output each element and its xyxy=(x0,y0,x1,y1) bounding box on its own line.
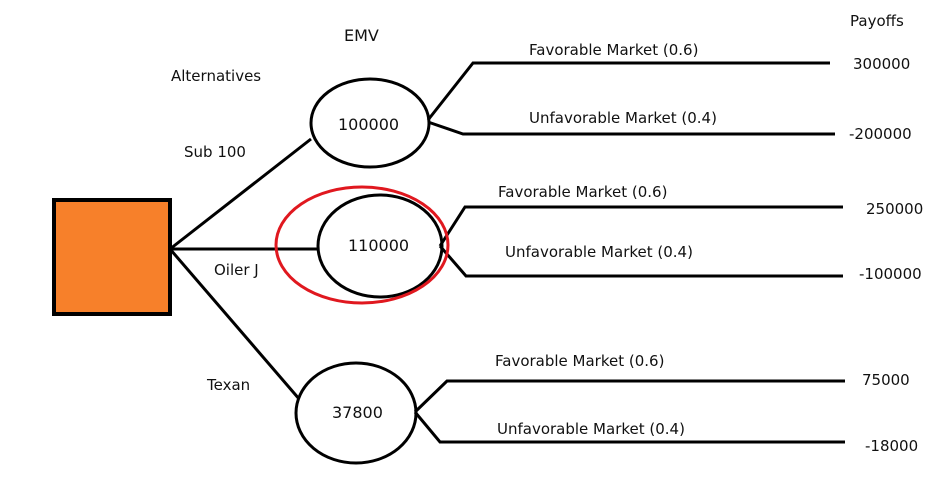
outcome-line-oiler-j-favorable xyxy=(438,205,843,247)
payoff-sub-100-favorable: 300000 xyxy=(853,55,911,73)
outcome-label-sub-100-unfavorable: Unfavorable Market (0.4) xyxy=(529,109,717,127)
payoff-oiler-j-favorable: 250000 xyxy=(866,200,924,218)
outcome-line-texan-unfavorable xyxy=(413,411,845,444)
branch-line-texan xyxy=(168,248,302,401)
outcome-label-texan-unfavorable: Unfavorable Market (0.4) xyxy=(497,420,685,438)
outcome-line-sub-100-favorable xyxy=(426,61,830,121)
emv-header: EMV xyxy=(344,26,379,45)
payoff-texan-unfavorable: -18000 xyxy=(865,437,919,455)
emv-value-sub-100: 100000 xyxy=(338,115,400,134)
outcome-line-texan-favorable xyxy=(413,379,845,414)
payoff-oiler-j-unfavorable: -100000 xyxy=(859,265,922,283)
payoff-sub-100-unfavorable: -200000 xyxy=(849,125,912,143)
outcome-label-oiler-j-unfavorable: Unfavorable Market (0.4) xyxy=(505,243,693,261)
decision-node xyxy=(52,198,172,316)
alternative-label-oiler-j: Oiler J xyxy=(214,261,259,279)
outcome-line-oiler-j-unfavorable xyxy=(438,245,843,278)
emv-value-texan: 37800 xyxy=(332,403,383,422)
outcome-label-texan-favorable: Favorable Market (0.6) xyxy=(495,352,665,370)
alternative-label-sub-100: Sub 100 xyxy=(184,143,246,161)
outcome-line-sub-100-unfavorable xyxy=(427,120,835,136)
payoff-texan-favorable: 75000 xyxy=(862,371,910,389)
branch-line-sub-100 xyxy=(169,137,312,251)
alternatives-header: Alternatives xyxy=(171,67,262,85)
alternative-label-texan: Texan xyxy=(207,376,251,394)
payoffs-header: Payoffs xyxy=(850,12,904,30)
chance-node-oiler-j xyxy=(316,193,444,299)
optimal-choice-highlight xyxy=(274,185,450,305)
emv-value-oiler-j: 110000 xyxy=(348,236,410,255)
outcome-label-oiler-j-favorable: Favorable Market (0.6) xyxy=(498,183,668,201)
outcome-label-sub-100-favorable: Favorable Market (0.6) xyxy=(529,41,699,59)
